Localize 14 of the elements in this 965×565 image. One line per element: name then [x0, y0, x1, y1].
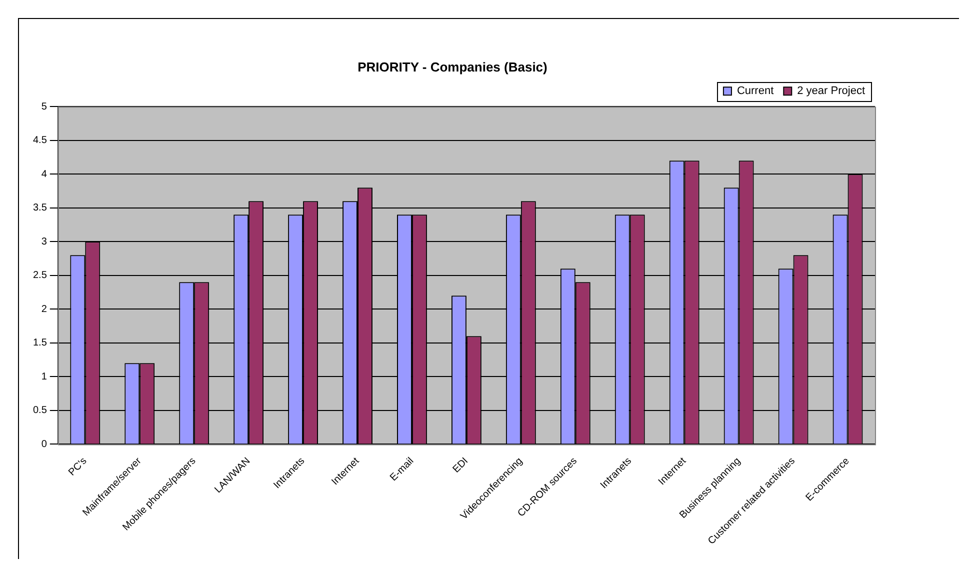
y-tick-label: 4.5 — [32, 135, 48, 146]
y-tick-label: 0 — [41, 438, 48, 450]
y-tick-label: 5 — [41, 101, 48, 112]
y-tick-label: 2.5 — [32, 270, 48, 282]
y-tick-label: 4 — [41, 168, 48, 180]
y-tick-label: 3.5 — [32, 202, 48, 214]
legend-label: 2 year Project — [797, 85, 866, 98]
legend-label: Current — [736, 85, 774, 98]
chart-title: PRIORITY - Companies (Basic) — [358, 59, 548, 74]
y-tick-label: 2 — [41, 304, 48, 315]
y-tick-label: 0.5 — [32, 405, 48, 416]
y-tick-label: 1 — [41, 371, 48, 382]
y-tick-label: 3 — [41, 236, 48, 248]
y-tick-label: 1.5 — [32, 338, 48, 349]
